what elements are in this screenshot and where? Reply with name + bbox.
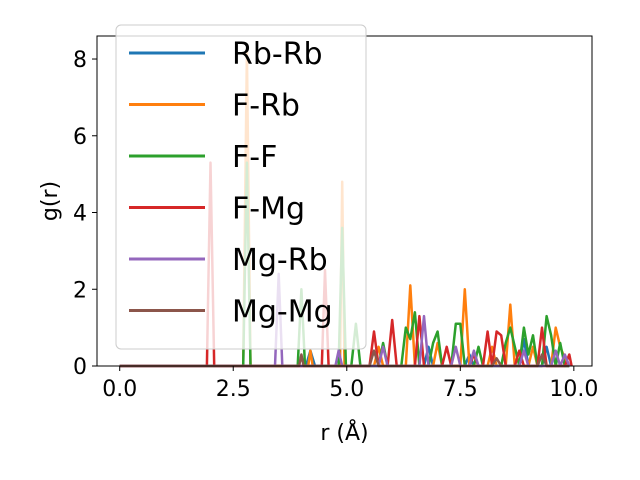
x-tick-label: 2.5 [216,377,251,402]
x-axis: 0.0 2.5 5.0 7.5 10.0 [102,366,598,402]
y-axis-label: g(r) [38,181,63,221]
x-tick-label: 7.5 [443,377,478,402]
legend-label: F-Rb [232,89,300,124]
y-tick-label: 6 [73,125,87,150]
legend-label: F-Mg [232,192,305,227]
x-tick-label: 5.0 [329,377,364,402]
legend: Rb-Rb F-Rb F-F F-Mg Mg-Rb Mg-Mg [115,24,367,350]
legend-label: Mg-Mg [232,295,333,330]
legend-label: Mg-Rb [232,243,328,278]
x-tick-label: 0.0 [102,377,137,402]
legend-label: Rb-Rb [232,37,323,72]
x-axis-label: r (Å) [320,419,368,446]
y-axis: 0 2 4 6 8 [73,48,97,380]
y-tick-label: 2 [73,278,87,303]
y-tick-label: 0 [73,355,87,380]
x-tick-label: 10.0 [549,377,598,402]
y-tick-label: 4 [73,202,87,227]
legend-label: F-F [232,140,277,175]
y-tick-label: 8 [73,48,87,73]
